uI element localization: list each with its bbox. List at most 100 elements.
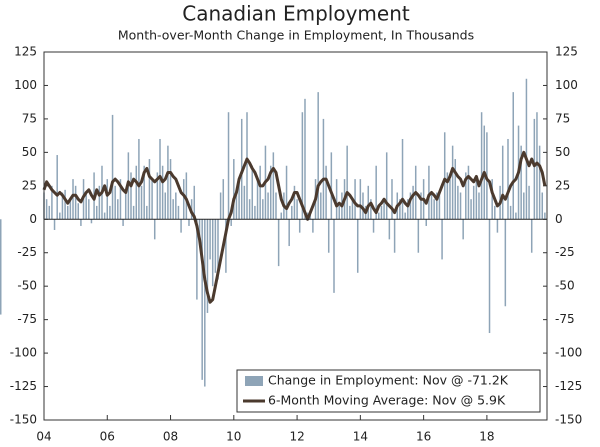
bar <box>262 199 264 220</box>
bar <box>275 192 277 220</box>
y2-tick-label: -150 <box>555 413 582 427</box>
bar <box>138 138 140 220</box>
bar <box>175 192 177 220</box>
bar <box>66 205 69 220</box>
bar <box>391 179 393 220</box>
x-tick-label: 06 <box>100 430 115 444</box>
legend-box <box>236 369 541 413</box>
legend-label: 6-Month Moving Average: Nov @ 5.9K <box>268 393 506 408</box>
bar <box>206 219 209 313</box>
bar <box>544 212 546 220</box>
y-tick-label: -50 <box>17 279 37 293</box>
bar <box>61 192 64 220</box>
y-tick-label: 50 <box>22 145 37 159</box>
bar <box>356 219 359 273</box>
bar <box>436 192 438 220</box>
bar <box>407 199 409 220</box>
x-tick-label: 18 <box>479 430 494 444</box>
bar <box>45 199 48 220</box>
bar <box>269 165 272 220</box>
bar <box>428 165 430 220</box>
bar <box>251 165 254 220</box>
bar <box>472 185 475 220</box>
bar <box>95 205 98 220</box>
bar <box>530 219 533 253</box>
bar <box>193 185 196 220</box>
y2-tick-label: -50 <box>555 279 575 293</box>
bar <box>177 205 180 220</box>
bar <box>470 199 472 220</box>
bar <box>409 192 412 220</box>
bar <box>153 219 156 240</box>
line <box>42 150 547 304</box>
bar <box>288 219 290 247</box>
bar <box>317 92 319 220</box>
bar <box>388 219 391 240</box>
bar <box>488 219 491 334</box>
bar <box>280 212 283 220</box>
bar <box>346 145 348 220</box>
bar <box>80 219 82 226</box>
bar <box>140 185 143 220</box>
bar <box>354 179 356 220</box>
bar <box>338 205 341 220</box>
legend-label: Change in Employment: Nov @ -71.2K <box>268 373 509 388</box>
bar <box>399 199 401 220</box>
bar <box>164 192 167 220</box>
bar <box>64 189 66 220</box>
bar <box>451 145 454 220</box>
bar <box>59 212 61 220</box>
bar <box>106 179 109 220</box>
bar <box>378 212 380 220</box>
x-tick-label: 04 <box>36 430 51 444</box>
bar <box>528 185 530 220</box>
bar <box>322 118 325 220</box>
bar <box>72 179 74 220</box>
bar <box>312 219 314 233</box>
bar <box>433 199 435 220</box>
y-tick-label: -25 <box>17 245 37 259</box>
bar <box>370 199 372 220</box>
bar <box>285 165 288 220</box>
bar <box>48 205 51 220</box>
bar <box>475 179 478 220</box>
bar <box>114 185 116 220</box>
bar <box>533 118 536 220</box>
bar <box>56 155 58 220</box>
bar <box>256 179 259 220</box>
bar <box>333 219 335 293</box>
bar <box>362 192 364 220</box>
bar <box>222 179 225 220</box>
bar <box>185 172 188 220</box>
bar <box>172 199 174 220</box>
bar <box>375 165 377 220</box>
bar <box>454 159 457 220</box>
y2-tick-label: 100 <box>555 78 578 92</box>
legend-swatch <box>245 376 263 386</box>
bar <box>277 219 280 267</box>
bar <box>380 205 383 220</box>
bar <box>462 219 464 240</box>
y2-tick-label: 75 <box>555 111 570 125</box>
bar <box>151 179 153 220</box>
bar <box>132 205 135 220</box>
bar <box>443 132 446 220</box>
bar <box>124 192 127 220</box>
bar <box>417 219 420 253</box>
bar <box>509 205 512 220</box>
y2-tick-label: -125 <box>555 379 582 393</box>
bar <box>298 219 301 233</box>
y-tick-label: 25 <box>22 178 37 192</box>
x-tick-label: 16 <box>416 430 431 444</box>
bar <box>491 179 493 220</box>
bar <box>169 159 172 220</box>
bar <box>74 185 77 220</box>
bar <box>507 138 509 220</box>
bar <box>438 192 441 220</box>
bar <box>541 192 544 220</box>
bar <box>425 219 427 226</box>
y2-tick-label: 50 <box>555 145 570 159</box>
chart-subtitle: Month-over-Month Change in Employment, I… <box>118 28 474 43</box>
bar <box>367 185 370 220</box>
